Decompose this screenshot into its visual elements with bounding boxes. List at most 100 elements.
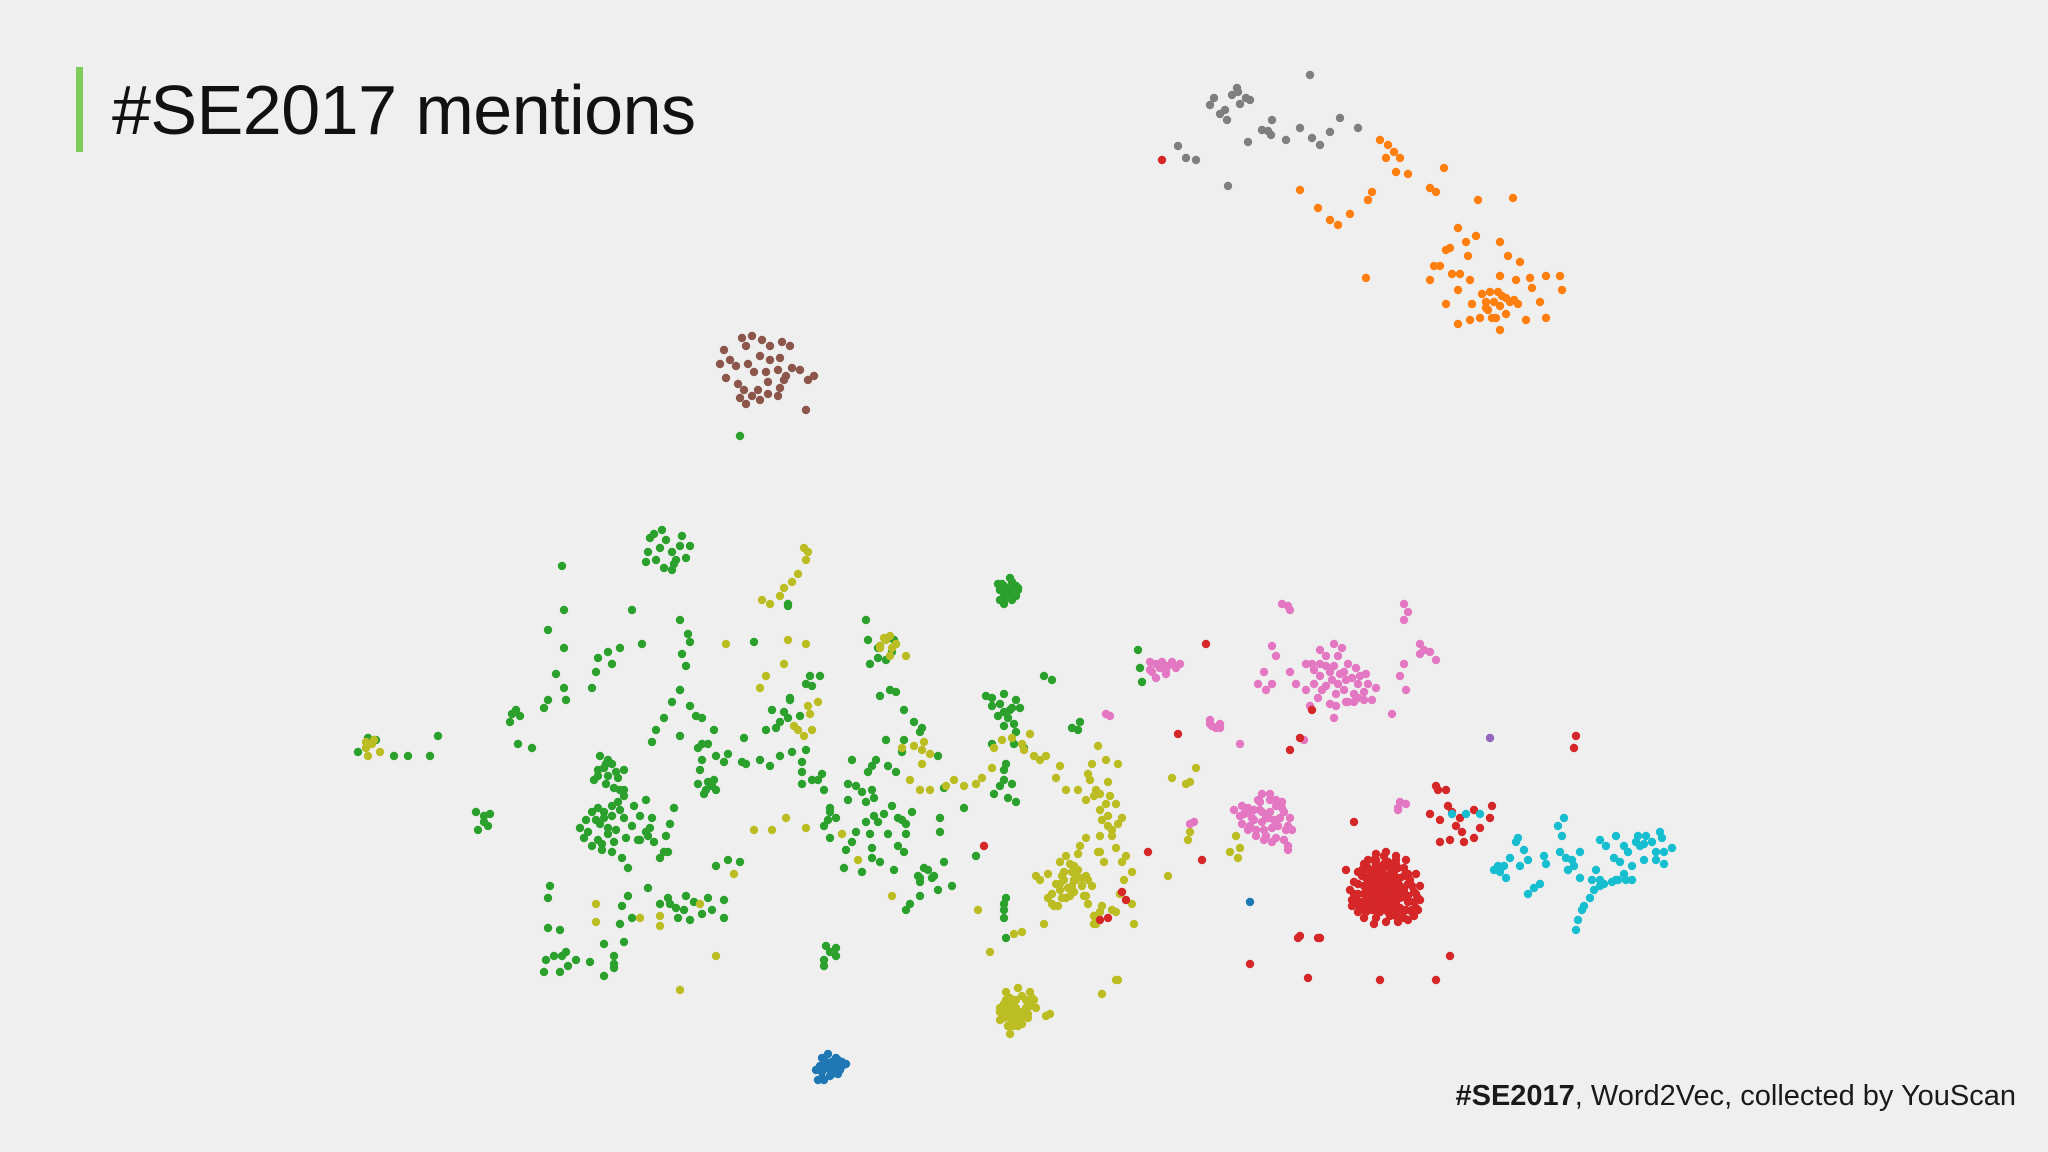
scatter-point	[739, 385, 749, 395]
scatter-point	[1243, 137, 1253, 147]
scatter-point	[971, 779, 981, 789]
scatter-point	[735, 431, 745, 441]
scatter-point	[579, 833, 589, 843]
scatter-point	[985, 947, 995, 957]
scatter-point	[801, 555, 811, 565]
scatter-point	[1463, 251, 1473, 261]
scatter-point	[1465, 275, 1475, 285]
scatter-point	[1301, 685, 1311, 695]
scatter-point	[757, 595, 767, 605]
scatter-point	[587, 683, 597, 693]
scatter-point	[1007, 595, 1017, 605]
scatter-point	[1383, 140, 1393, 150]
scatter-point	[655, 543, 665, 553]
scatter-point	[1425, 275, 1435, 285]
scatter-point	[1475, 313, 1485, 323]
scatter-point	[663, 893, 673, 903]
scatter-point	[1461, 237, 1471, 247]
scatter-point	[485, 809, 495, 819]
scatter-point	[1235, 843, 1245, 853]
scatter-point	[997, 735, 1007, 745]
scatter-point	[1095, 915, 1105, 925]
scatter-point	[869, 811, 879, 821]
scatter-point	[1039, 919, 1049, 929]
scatter-point	[787, 363, 797, 373]
scatter-point	[1043, 893, 1053, 903]
scatter-point	[1041, 751, 1051, 761]
scatter-point	[797, 779, 807, 789]
scatter-point	[375, 747, 385, 757]
scatter-point	[677, 531, 687, 541]
scatter-point	[647, 737, 657, 747]
scatter-point	[555, 967, 565, 977]
scatter-point	[1375, 883, 1385, 893]
scatter-point	[673, 913, 683, 923]
scatter-point	[1267, 679, 1277, 689]
scatter-point	[875, 857, 885, 867]
scatter-point	[879, 809, 889, 819]
scatter-point	[1245, 959, 1255, 969]
scatter-point	[1591, 865, 1601, 875]
scatter-point	[1475, 809, 1485, 819]
scatter-point	[803, 375, 813, 385]
scatter-point	[757, 335, 767, 345]
scatter-point	[1235, 99, 1245, 109]
scatter-point	[1047, 675, 1057, 685]
scatter-point	[919, 863, 929, 873]
scatter-point	[593, 771, 603, 781]
scatter-point	[685, 915, 695, 925]
scatter-point	[1321, 651, 1331, 661]
scatter-point	[989, 743, 999, 753]
scatter-point	[1119, 875, 1129, 885]
scatter-point	[773, 365, 783, 375]
scatter-point	[899, 705, 909, 715]
scatter-point	[1611, 875, 1621, 885]
scatter-series-2	[715, 331, 819, 415]
scatter-point	[1515, 861, 1525, 871]
scatter-point	[1609, 853, 1619, 863]
scatter-point	[655, 853, 665, 863]
scatter-point	[1103, 913, 1113, 923]
scatter-point	[815, 671, 825, 681]
scatter-point	[1523, 889, 1533, 899]
scatter-point	[1347, 901, 1357, 911]
scatter-point	[1477, 289, 1487, 299]
scatter-point	[1035, 755, 1045, 765]
scatter-point	[1117, 887, 1127, 897]
scatter-point	[915, 785, 925, 795]
scatter-point	[1243, 825, 1253, 835]
scatter-point	[1659, 847, 1669, 857]
scatter-point	[1361, 669, 1371, 679]
scatter-point	[1343, 697, 1353, 707]
scatter-point	[563, 961, 573, 971]
scatter-point	[1599, 879, 1609, 889]
scatter-point	[753, 385, 763, 395]
scatter-point	[1237, 801, 1247, 811]
scatter-point	[875, 643, 885, 653]
scatter-point	[1205, 100, 1215, 110]
scatter-point	[471, 807, 481, 817]
scatter-point	[1251, 831, 1261, 841]
scatter-point	[1095, 805, 1105, 815]
scatter-point	[779, 583, 789, 593]
scatter-point	[841, 845, 851, 855]
scatter-point	[863, 635, 873, 645]
scatter-point	[561, 695, 571, 705]
scatter-point	[1409, 911, 1419, 921]
scatter-point	[1103, 777, 1113, 787]
scatter-point	[685, 701, 695, 711]
scatter-point	[1431, 187, 1441, 197]
scatter-point	[1285, 813, 1295, 823]
scatter-point	[661, 831, 671, 841]
scatter-point	[711, 785, 721, 795]
scatter-point	[1371, 859, 1381, 869]
scatter-point	[597, 845, 607, 855]
scatter-point	[1469, 805, 1479, 815]
scatter-point	[1075, 841, 1085, 851]
scatter-point	[1295, 931, 1305, 941]
scatter-point	[425, 751, 435, 761]
scatter-point	[1063, 883, 1073, 893]
scatter-point	[1469, 833, 1479, 843]
scatter-point	[1313, 693, 1323, 703]
scatter-point	[1351, 663, 1361, 673]
